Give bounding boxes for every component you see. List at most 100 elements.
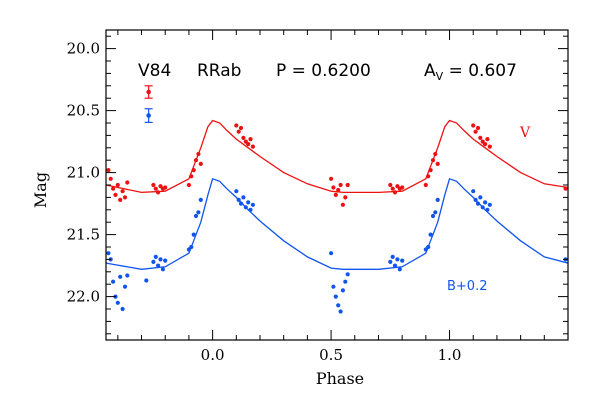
series-label-b: B+0.2	[447, 279, 488, 294]
data-point-v	[241, 135, 246, 140]
data-point-b	[483, 200, 488, 205]
data-point-b	[151, 259, 156, 264]
data-point-b	[111, 279, 116, 284]
data-point-b	[392, 263, 398, 268]
data-point-b	[191, 232, 196, 237]
amplitude-label: AV = 0.607	[424, 61, 517, 83]
error-bar-b	[144, 108, 153, 123]
data-point-b	[388, 259, 393, 264]
y-tick-label: 22.0	[67, 288, 100, 306]
data-point-b	[160, 267, 165, 272]
data-point-b	[241, 195, 246, 200]
data-point-b	[473, 197, 478, 202]
data-point-v	[433, 151, 438, 157]
y-axis-label: Mag	[31, 172, 50, 208]
data-point-b	[487, 202, 492, 207]
data-point-v	[193, 158, 199, 163]
y-tick-label: 20.0	[67, 40, 100, 58]
data-point-b	[390, 254, 395, 259]
y-tick-label: 21.0	[67, 164, 100, 182]
data-point-v	[400, 185, 405, 190]
data-point-b	[115, 300, 120, 305]
data-point-v	[473, 129, 478, 134]
data-point-b	[400, 258, 405, 263]
data-point-b	[340, 288, 345, 293]
data-point-b	[345, 272, 350, 277]
data-point-v	[153, 186, 158, 191]
data-point-b	[120, 306, 125, 312]
y-tick-label: 21.5	[67, 226, 100, 244]
data-point-v	[151, 182, 156, 188]
data-point-v	[428, 168, 433, 173]
data-point-b	[333, 294, 338, 299]
data-point-v	[471, 123, 476, 128]
data-point-b	[336, 303, 341, 308]
data-point-v	[340, 202, 345, 207]
data-point-v	[189, 174, 194, 179]
data-point-b	[156, 263, 161, 268]
data-point-v	[331, 185, 336, 190]
amplitude-subscript: V	[436, 70, 444, 83]
data-point-b	[122, 284, 128, 289]
data-point-v	[120, 189, 125, 194]
data-point-v	[236, 129, 241, 134]
data-point-v	[246, 142, 251, 147]
data-point-b	[163, 258, 168, 263]
data-point-b	[435, 197, 440, 202]
data-point-v	[118, 197, 123, 202]
data-point-v	[115, 182, 120, 188]
data-point-b	[343, 279, 348, 284]
data-point-v	[338, 182, 343, 188]
y-tick-label: 20.5	[67, 102, 100, 120]
data-point-b	[331, 284, 336, 289]
data-point-v	[186, 182, 191, 188]
amplitude-symbol: A	[424, 61, 436, 81]
data-point-b	[243, 205, 248, 210]
data-point-v	[487, 144, 492, 149]
data-point-v	[191, 168, 196, 173]
data-point-v	[430, 158, 436, 163]
data-point-b	[485, 207, 490, 212]
data-point-b	[189, 244, 194, 250]
data-point-v	[343, 195, 348, 200]
data-point-b	[478, 195, 483, 200]
data-point-b	[329, 251, 334, 256]
data-point-v	[122, 195, 128, 200]
data-point-v	[388, 182, 393, 188]
data-point-b	[475, 201, 481, 206]
data-point-b	[430, 213, 436, 219]
data-point-v	[478, 135, 483, 140]
data-point-b	[153, 254, 158, 259]
data-point-b	[246, 200, 251, 205]
data-point-v	[196, 151, 201, 157]
data-point-v	[125, 180, 130, 185]
data-point-v	[345, 182, 350, 188]
data-point-b	[106, 251, 111, 256]
series-label-v: V	[519, 125, 531, 141]
data-point-b	[193, 213, 199, 219]
data-point-v	[483, 142, 488, 147]
data-point-b	[426, 244, 431, 250]
data-point-v	[475, 125, 481, 131]
x-axis-label: Phase	[316, 369, 364, 388]
star-id-label: V84	[138, 61, 171, 81]
data-point-b	[397, 267, 402, 272]
data-point-b	[196, 210, 201, 215]
data-point-b	[248, 207, 253, 212]
data-point-v	[390, 186, 395, 191]
data-point-v	[113, 192, 118, 197]
data-point-b	[471, 189, 476, 194]
data-point-v	[423, 182, 428, 188]
data-point-v	[336, 187, 341, 193]
period-label: P = 0.6200	[276, 61, 371, 81]
x-tick-label: 0.5	[319, 346, 343, 364]
data-point-v	[248, 137, 253, 142]
template-curve-v	[106, 119, 568, 194]
data-point-b	[125, 273, 130, 278]
data-point-v	[198, 161, 203, 166]
data-point-v	[238, 125, 244, 131]
data-point-v	[333, 192, 338, 197]
data-point-b	[433, 210, 438, 215]
data-point-b	[158, 257, 163, 262]
data-point-b	[234, 189, 239, 194]
